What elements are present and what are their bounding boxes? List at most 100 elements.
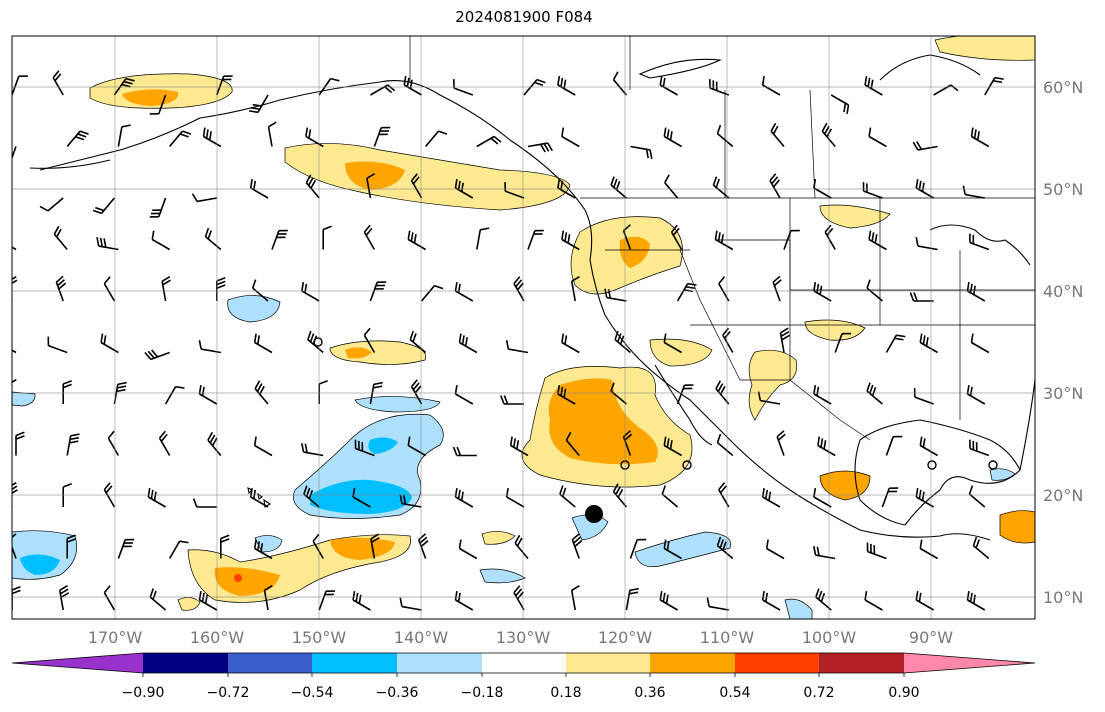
wind-barb: [765, 539, 785, 560]
wind-barb: [676, 384, 694, 405]
wind-barbs: [12, 70, 1004, 611]
longitude-label: 120°W: [598, 628, 653, 647]
colorbar-label: 0.18: [550, 685, 581, 701]
wind-barb: [220, 534, 230, 559]
wind-barb: [149, 197, 167, 218]
wind-barb: [527, 229, 544, 250]
wind-barb: [761, 590, 781, 611]
longitude-label: 100°W: [802, 628, 857, 647]
wind-barb: [561, 230, 580, 251]
wind-barb: [55, 275, 67, 302]
wind-barb: [399, 597, 422, 611]
wind-barb: [103, 585, 116, 611]
colorbar-segment: [735, 653, 819, 673]
colorbar-label: 0.36: [634, 685, 665, 701]
calm-marker: [682, 460, 692, 470]
wind-barb: [629, 538, 647, 559]
wind-barb: [352, 487, 371, 508]
wind-barb: [192, 498, 217, 508]
wind-barb: [92, 197, 116, 215]
wind-barb: [813, 178, 832, 199]
wind-barb: [168, 540, 189, 559]
wind-barb: [664, 174, 679, 199]
wind-barb: [970, 333, 990, 354]
colorbar-segment: [397, 653, 482, 673]
wind-barb: [561, 333, 580, 354]
wind-barb: [263, 585, 273, 611]
wind-barb: [969, 233, 990, 251]
wind-barb: [366, 173, 376, 199]
latitude-label: 60°N: [1043, 78, 1083, 97]
longitude-label: 140°W: [394, 628, 449, 647]
wind-barb: [216, 75, 233, 96]
colorbar-segment: [482, 653, 566, 673]
wind-barb: [373, 126, 391, 147]
wind-barb: [251, 279, 269, 302]
wind-barb: [164, 385, 185, 405]
wind-barb: [716, 433, 734, 457]
colorbar-extend-high: [904, 653, 1035, 673]
wind-barb: [458, 333, 478, 354]
wind-barb: [509, 436, 529, 457]
wind-barb: [107, 430, 120, 456]
colorbar-label: −0.18: [461, 685, 504, 701]
wind-barb: [96, 237, 119, 251]
longitude-labels: 170°W 160°W 150°W 140°W 130°W 120°W 110°W 100°W…: [88, 628, 953, 647]
wind-barb: [970, 127, 990, 148]
wind-barb: [614, 330, 631, 354]
wind-barb: [53, 225, 68, 251]
wind-barb: [722, 327, 734, 353]
wind-barb: [301, 443, 324, 457]
latitude-labels: 60°N 50°N 40°N 30°N 20°N 10°N: [1043, 78, 1083, 607]
wind-barb: [862, 182, 883, 199]
wind-barb: [253, 333, 273, 354]
wind-barb: [198, 340, 221, 354]
wind-barb: [476, 135, 502, 148]
wind-barb: [912, 141, 938, 151]
wind-barb: [117, 124, 131, 147]
wind-barb: [834, 332, 852, 353]
colorbar-label: 0.90: [888, 685, 919, 701]
wind-barb: [103, 276, 116, 302]
wind-barb: [776, 430, 786, 456]
wind-barb: [454, 487, 474, 508]
latitude-label: 40°N: [1043, 282, 1083, 301]
wind-barb: [881, 487, 899, 508]
wind-barb: [570, 585, 580, 611]
wind-barb: [407, 230, 427, 251]
colorbar-segment: [228, 653, 312, 673]
wind-barb: [866, 279, 883, 302]
location-marker: [585, 505, 603, 523]
wind-barb: [663, 127, 682, 148]
latitude-label: 50°N: [1043, 180, 1083, 199]
wind-barb: [969, 439, 990, 457]
wind-barb: [625, 587, 639, 611]
colorbar-label: 0.72: [803, 685, 834, 701]
wind-barb: [420, 284, 444, 302]
wind-barb: [557, 178, 576, 199]
shaded-fields: [12, 36, 1035, 619]
colorbar: −0.90 −0.72 −0.54 −0.36 −0.18 0.18 0.36 0.54 0.7…: [11, 652, 1036, 701]
wind-barb: [271, 229, 288, 250]
wind-barb: [369, 381, 383, 405]
longitude-label: 150°W: [292, 628, 347, 647]
wind-barb: [476, 227, 490, 250]
wind-barb: [198, 384, 218, 405]
wind-barb: [815, 588, 832, 611]
colorbar-extend-low: [12, 653, 143, 673]
longitude-label: 110°W: [700, 628, 755, 647]
wind-barb: [144, 349, 170, 361]
wind-barb: [716, 536, 734, 560]
wind-barb: [663, 436, 682, 457]
wind-barb: [500, 395, 524, 405]
wind-barb: [830, 94, 850, 115]
wind-barb: [149, 94, 167, 115]
wind-barb: [565, 431, 580, 457]
wind-barb: [66, 130, 89, 148]
wind-barb: [761, 487, 781, 508]
calm-marker: [988, 460, 998, 470]
wind-barb: [12, 246, 17, 251]
wind-barb: [103, 482, 116, 508]
longitude-label: 170°W: [88, 628, 143, 647]
